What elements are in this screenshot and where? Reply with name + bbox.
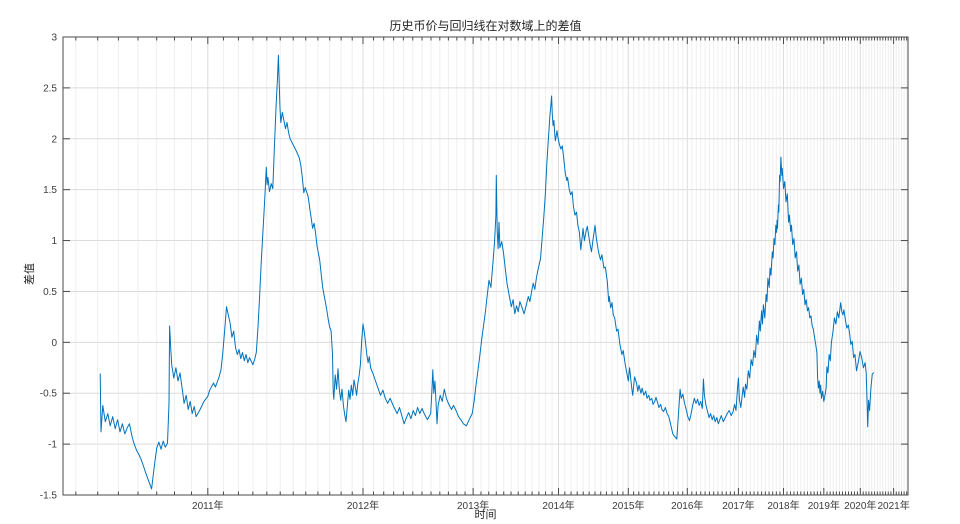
x-tick-label: 2020年 [844, 499, 876, 512]
y-tick-label: 0.5 [43, 287, 57, 298]
y-tick-label: -0.5 [40, 389, 58, 400]
y-tick-label: -1 [48, 440, 57, 451]
y-tick-label: 3 [51, 33, 57, 44]
x-tick-label: 2017年 [722, 499, 754, 512]
y-tick-label: 2.5 [43, 83, 57, 94]
y-tick-label: -1.5 [40, 491, 58, 502]
x-tick-label: 2014年 [542, 499, 574, 512]
x-tick-label: 2015年 [612, 499, 644, 512]
x-tick-label: 2019年 [808, 499, 840, 512]
y-tick-label: 1.5 [43, 185, 57, 196]
axes-box [62, 36, 909, 496]
x-tick-label: 2018年 [767, 499, 799, 512]
y-tick-label: 2 [51, 134, 57, 145]
y-tick-label: 1 [51, 236, 57, 247]
x-tick-label: 2013年 [457, 499, 489, 512]
x-tick-label: 2012年 [347, 499, 379, 512]
data-line-residual [99, 54, 875, 490]
x-tick-label: 2021年 [877, 499, 909, 512]
x-tick-label: 2016年 [671, 499, 703, 512]
chart-title: 历史币价与回归线在对数域上的差值 [389, 19, 582, 33]
x-tick-label: 2011年 [192, 499, 224, 512]
y-tick-label: 0 [51, 338, 57, 349]
x-axis-label: 时间 [474, 509, 497, 521]
